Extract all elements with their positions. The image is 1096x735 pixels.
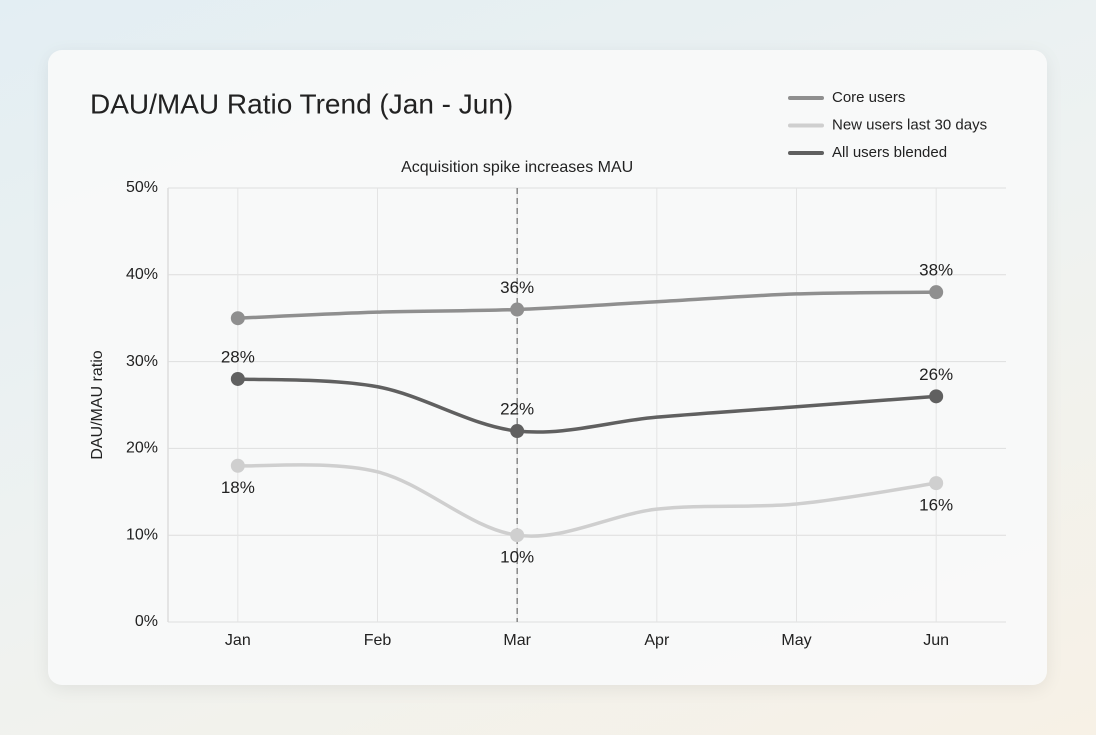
point-marker xyxy=(230,458,245,473)
x-tick-label: Jan xyxy=(225,632,251,649)
data-label: 10% xyxy=(500,548,534,567)
data-label: 16% xyxy=(919,496,953,515)
point-marker xyxy=(510,528,525,543)
legend-label: Core users xyxy=(832,89,905,106)
x-tick-label: Feb xyxy=(364,632,392,649)
x-tick-label: Mar xyxy=(503,632,531,649)
point-marker xyxy=(510,424,525,439)
legend-label: New users last 30 days xyxy=(832,116,987,133)
annotation-text: Acquisition spike increases MAU xyxy=(401,159,633,176)
data-label: 22% xyxy=(500,400,534,419)
series-line xyxy=(237,377,937,434)
data-label: 28% xyxy=(221,347,255,366)
data-label: 36% xyxy=(500,278,534,297)
y-tick-label: 10% xyxy=(126,526,158,543)
point-marker xyxy=(230,311,245,326)
data-label: 26% xyxy=(919,365,953,384)
data-label: 38% xyxy=(919,261,953,280)
y-tick-label: 50% xyxy=(126,179,158,196)
x-tick-label: May xyxy=(781,632,811,649)
y-tick-label: 30% xyxy=(126,353,158,370)
series-line xyxy=(237,463,937,538)
x-tick-label: Jun xyxy=(923,632,949,649)
point-marker xyxy=(510,302,525,317)
x-tick-label: Apr xyxy=(644,632,670,649)
point-marker xyxy=(929,285,944,300)
point-marker xyxy=(929,476,944,491)
point-marker xyxy=(230,371,245,386)
legend-label: All users blended xyxy=(832,144,947,161)
point-marker xyxy=(929,389,944,404)
y-tick-label: 20% xyxy=(126,440,158,457)
y-axis-label: DAU/MAU ratio xyxy=(89,350,106,459)
series-line xyxy=(237,290,937,320)
y-tick-label: 40% xyxy=(126,266,158,283)
chart-title: DAU/MAU Ratio Trend (Jan - Jun) xyxy=(90,88,513,119)
card xyxy=(48,50,1047,685)
data-label: 18% xyxy=(221,478,255,497)
y-tick-label: 0% xyxy=(135,613,158,630)
